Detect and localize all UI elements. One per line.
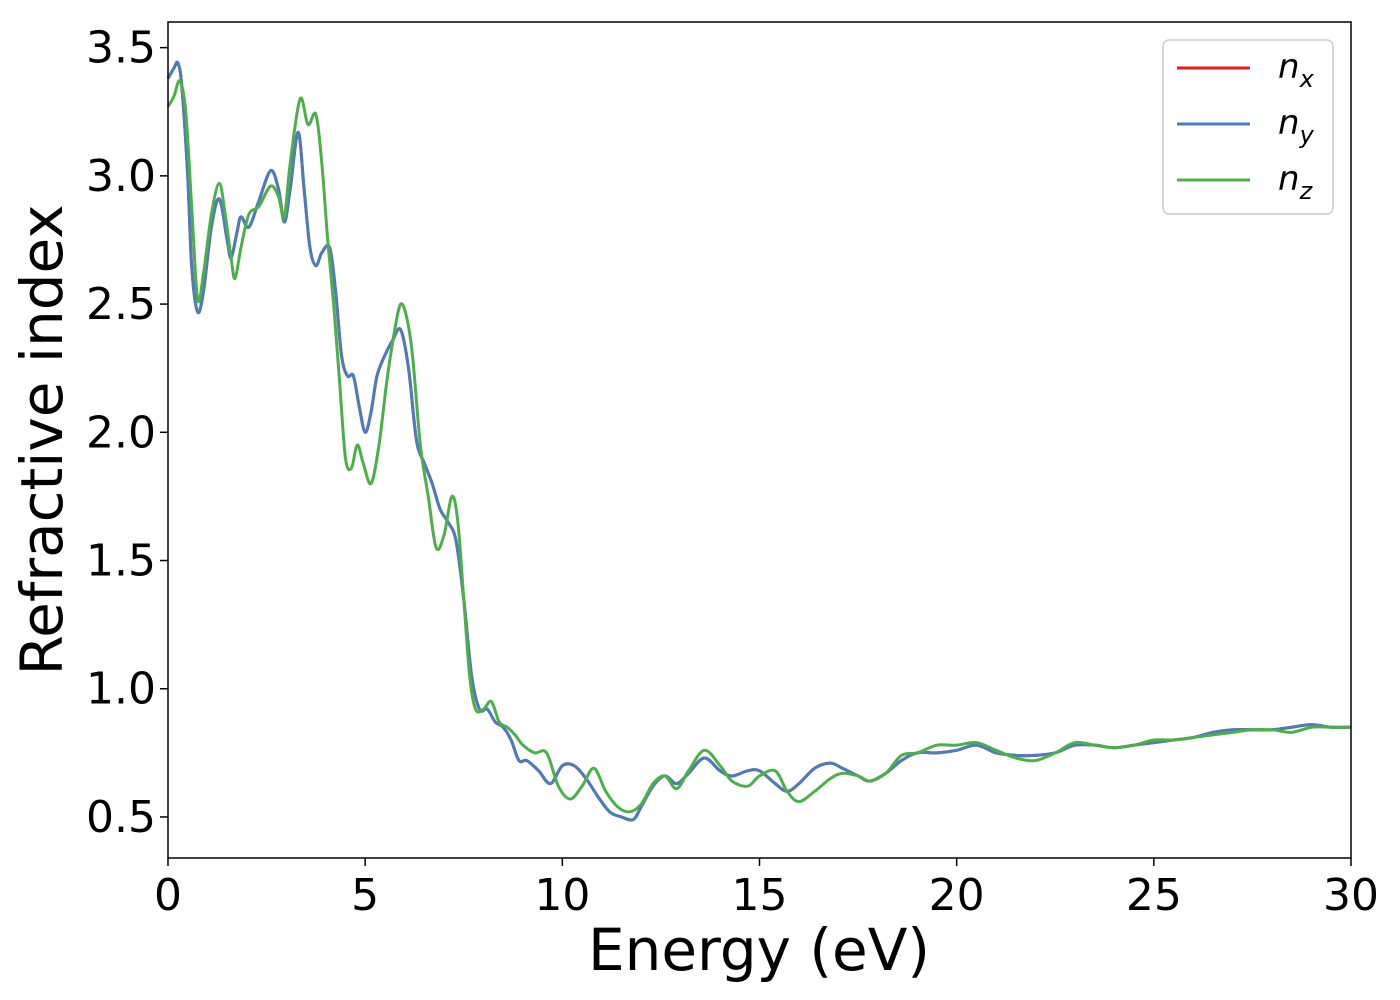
legend: nx ny nz	[1162, 39, 1334, 215]
legend-label-x: nx	[1278, 47, 1315, 93]
x-tick-label: 25	[1126, 870, 1182, 921]
x-tick-label: 15	[732, 870, 788, 921]
x-tick-label: 0	[154, 870, 182, 921]
y-tick-label: 2.0	[86, 407, 156, 458]
y-tick-label: 1.5	[86, 536, 156, 587]
legend-label-y: ny	[1278, 103, 1315, 149]
y-tick-label: 3.0	[86, 151, 156, 202]
y-tick-label: 1.0	[86, 664, 156, 715]
x-tick-label: 10	[534, 870, 590, 921]
legend-box	[1162, 39, 1334, 215]
y-tick-label: 0.5	[86, 792, 156, 843]
y-axis-title: Refractive index	[8, 204, 76, 675]
y-tick-label: 2.5	[86, 279, 156, 330]
series-layer	[166, 60, 1352, 822]
x-tick-label: 5	[351, 870, 379, 921]
y-axis: 0.5 1.0 1.5 2.0 2.5 3.0 3.5	[86, 23, 168, 843]
x-axis-title: Energy (eV)	[588, 916, 930, 984]
x-axis: 0 5 10 15 20 25 30	[154, 858, 1379, 921]
x-tick-label: 20	[929, 870, 985, 921]
series-line-z	[166, 79, 1351, 814]
legend-label-z: nz	[1278, 159, 1314, 205]
y-tick-label: 3.5	[86, 23, 156, 74]
x-tick-label: 30	[1323, 870, 1379, 921]
